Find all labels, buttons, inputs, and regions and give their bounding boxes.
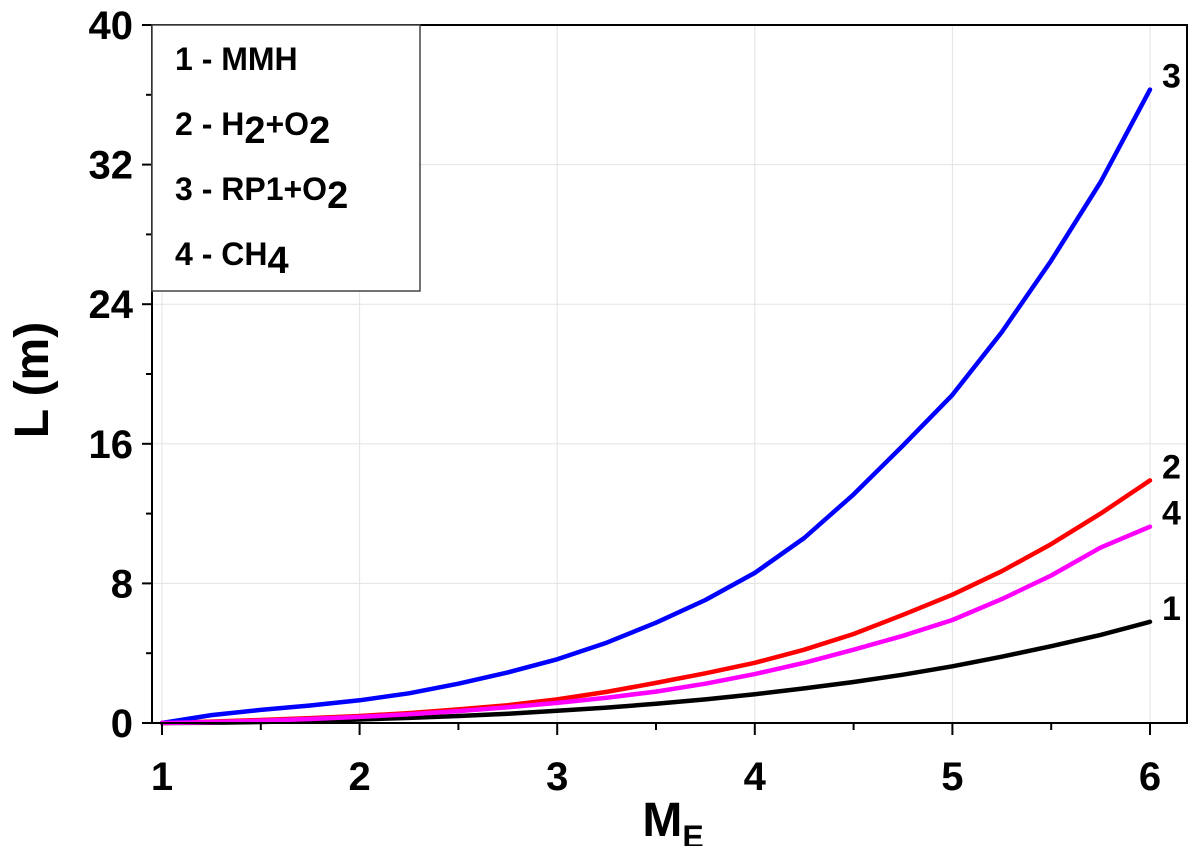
legend-box	[151, 24, 421, 292]
curve-labels: 1 2 3 4	[1162, 58, 1181, 628]
x-tick-label: 2	[348, 755, 370, 799]
series-line-1	[159, 619, 1153, 726]
series-layer	[159, 87, 1153, 726]
x-axis-title-main: M	[642, 794, 682, 846]
legend-entry-3: 3 - RP1+O2	[175, 171, 348, 217]
curve-label-2: 2	[1162, 448, 1181, 486]
x-axis-title-subscript: E	[682, 819, 703, 846]
legend-entry-1: 1 - MMH	[175, 41, 298, 77]
curve-label-3: 3	[1162, 58, 1181, 96]
y-axis-title: L (m)	[6, 322, 59, 438]
legend: 1 - MMH 2 - H2+O2 3 - RP1+O2 4 - CH4	[151, 24, 421, 292]
x-axis: 1 2 3 4 5 6	[151, 723, 1161, 799]
curve-label-4: 4	[1162, 495, 1181, 533]
legend-entry-2: 2 - H2+O2	[175, 106, 330, 152]
x-axis-title: ME	[642, 794, 703, 846]
series-line-4	[159, 524, 1153, 726]
curve-label-1: 1	[1162, 590, 1181, 628]
y-tick-label: 32	[89, 144, 134, 188]
x-tick-label: 6	[1139, 755, 1161, 799]
y-axis: 0 8 16 24 32 40	[89, 4, 152, 746]
series-line-2	[159, 478, 1153, 726]
x-tick-label: 3	[546, 755, 568, 799]
legend-entry-4: 4 - CH4	[175, 236, 289, 282]
series-line-3	[159, 87, 1153, 726]
x-tick-label: 4	[744, 755, 767, 799]
y-tick-label: 8	[111, 562, 133, 606]
y-tick-label: 0	[111, 702, 133, 746]
y-tick-label: 24	[89, 283, 134, 327]
x-tick-label: 1	[151, 755, 173, 799]
x-tick-label: 5	[941, 755, 963, 799]
y-tick-label: 16	[89, 423, 134, 467]
y-tick-label: 40	[89, 4, 134, 48]
